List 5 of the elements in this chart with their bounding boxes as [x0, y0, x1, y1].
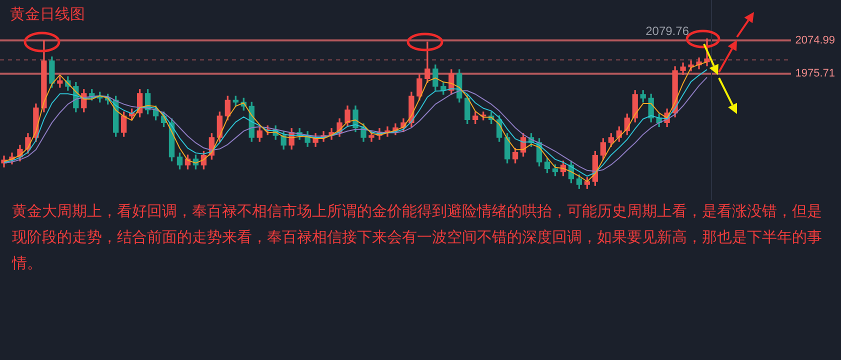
chart-title: 黄金日线图 [10, 5, 85, 24]
y-tick-label: 2074.99 [795, 34, 835, 46]
text: 黄金大周期上，看好回调，奉百禄不相信市场上所谓的金价能得到避险情绪的哄抬，可能历史周期上看，是看涨没错，但是现阶段的走势，结合前面的走势来看，奉百禄相信接下来会有一波空间不错的深度回调，如果要见新高，那也是下半年的事情。 [12, 201, 823, 274]
annotation: 2079.76 [646, 24, 690, 38]
y-tick-label: 1975.71 [795, 68, 835, 80]
